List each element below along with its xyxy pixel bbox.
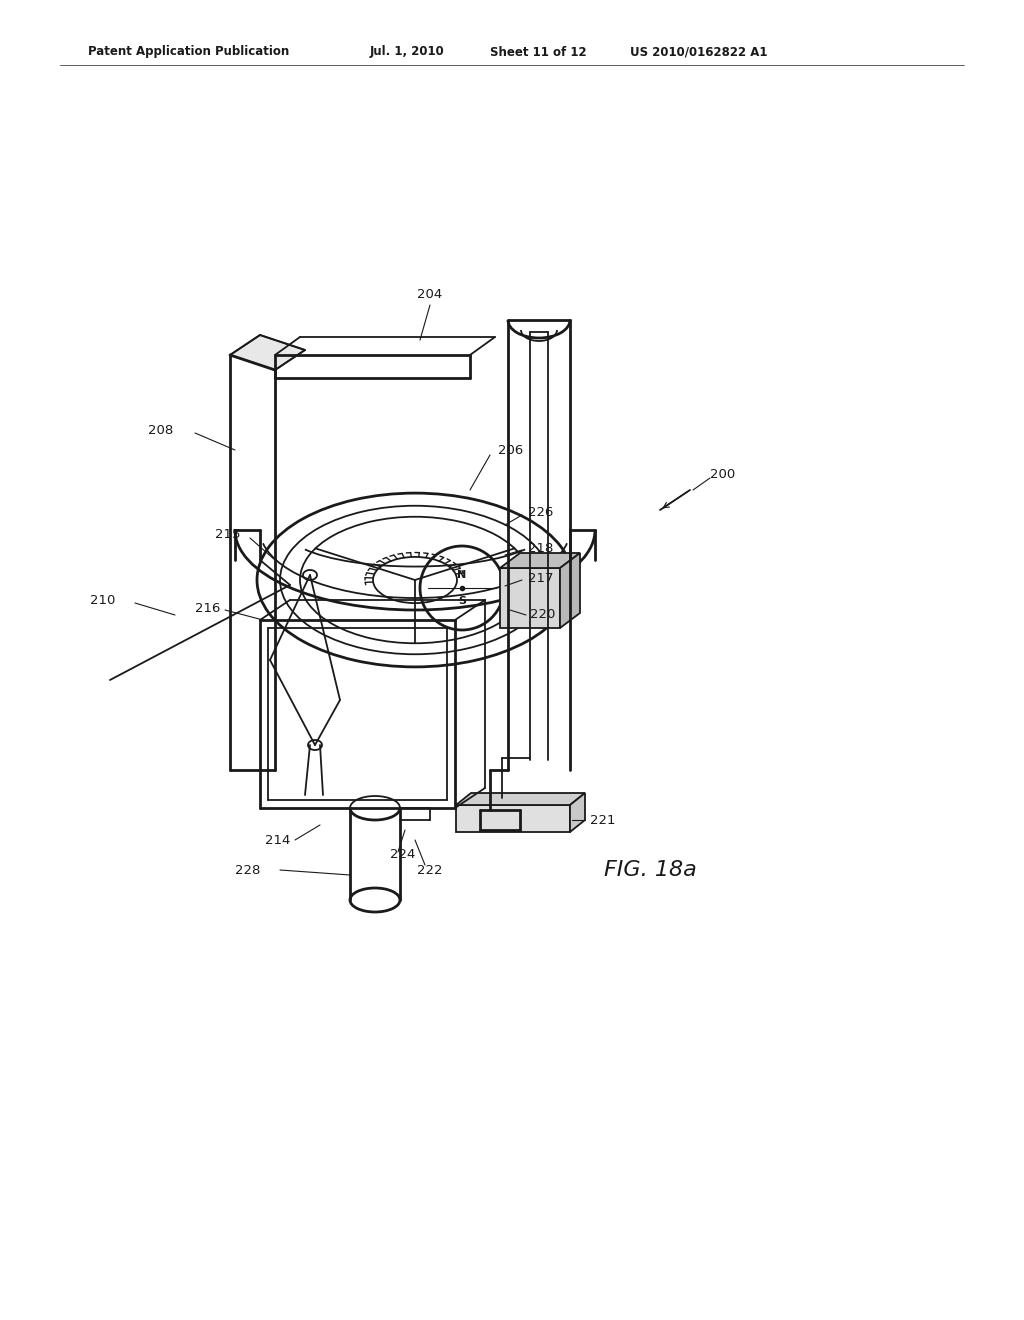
Text: N: N [458,570,467,579]
Polygon shape [500,568,560,628]
Text: 217: 217 [528,572,554,585]
Text: Sheet 11 of 12: Sheet 11 of 12 [490,45,587,58]
Text: 220: 220 [530,609,555,622]
Text: 224: 224 [390,849,416,862]
Text: 210: 210 [90,594,116,606]
Text: 208: 208 [148,424,173,437]
Text: 206: 206 [498,444,523,457]
Text: 221: 221 [590,813,615,826]
Text: Patent Application Publication: Patent Application Publication [88,45,289,58]
Text: 216: 216 [195,602,220,615]
Text: 215: 215 [215,528,241,541]
Polygon shape [230,335,305,370]
Polygon shape [456,793,585,805]
Text: 200: 200 [710,469,735,482]
Text: Jul. 1, 2010: Jul. 1, 2010 [370,45,444,58]
Text: 222: 222 [417,863,442,876]
Polygon shape [500,553,580,568]
Text: 204: 204 [418,289,442,301]
Polygon shape [570,793,585,832]
Text: US 2010/0162822 A1: US 2010/0162822 A1 [630,45,768,58]
Text: FIG. 18a: FIG. 18a [603,861,696,880]
Text: S: S [458,597,466,606]
Text: 214: 214 [265,833,291,846]
Text: 218: 218 [528,541,553,554]
Polygon shape [560,553,580,628]
Text: 228: 228 [234,863,260,876]
Polygon shape [456,805,570,832]
Text: 226: 226 [528,506,553,519]
